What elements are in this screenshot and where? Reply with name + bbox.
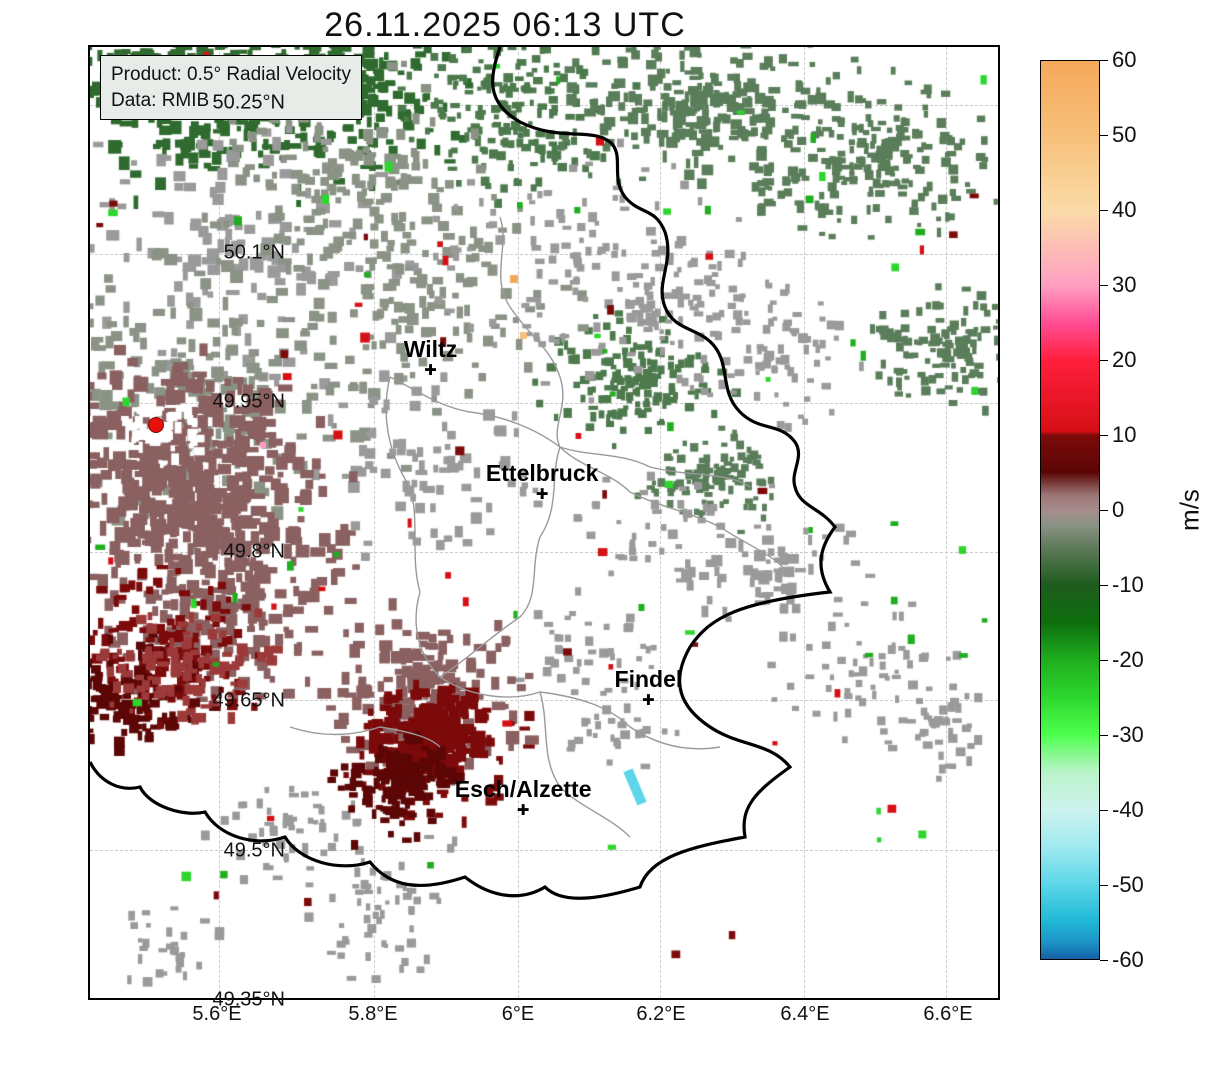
luxembourg-district-border [290, 727, 440, 747]
radar-map-app: 26.11.2025 06:13 UTC [0, 0, 1207, 1081]
city-cross-icon: ✚ [486, 487, 598, 502]
city-marker-wiltz[interactable]: Wiltz ✚ [404, 334, 457, 378]
city-label: Ettelbruck [486, 460, 598, 487]
colorbar-tick-label: 20 [1112, 347, 1136, 373]
y-tick-label: 49.8°N [190, 541, 285, 564]
colorbar-tick-label: -60 [1112, 947, 1144, 973]
colorbar-tick-label: -30 [1112, 722, 1144, 748]
colorbar-tick-label: 10 [1112, 422, 1136, 448]
luxembourg-district-border [440, 677, 720, 749]
city-cross-icon: ✚ [404, 363, 457, 378]
city-label: Findel [615, 666, 683, 693]
x-tick-label: 6.6°E [923, 1003, 972, 1026]
city-marker-findel[interactable]: Findel ✚ [615, 664, 683, 708]
gridline-vertical [946, 47, 947, 998]
colorbar-tick-label: 40 [1112, 197, 1136, 223]
colorbar-tick-label: 0 [1112, 497, 1124, 523]
product-info-line: Product: 0.5° Radial Velocity [111, 62, 351, 88]
colorbar-axis-label: m/s [1175, 489, 1206, 531]
luxembourg-national-border [90, 47, 835, 898]
city-marker-esch-alzette[interactable]: Esch/Alzette ✚ [455, 774, 592, 818]
luxembourg-district-border [500, 217, 563, 447]
colorbar-tick-label: 60 [1112, 47, 1136, 73]
gridline-vertical [374, 47, 375, 998]
colorbar-tick-label: -40 [1112, 797, 1144, 823]
x-tick-label: 6°E [502, 1003, 534, 1026]
colorbar-container: 60 50 40 30 20 10 0 -10 -20 -30 -40 -50 … [1040, 60, 1190, 960]
city-cross-icon: ✚ [455, 803, 592, 818]
luxembourg-district-border [390, 377, 750, 487]
y-tick-label: 50.25°N [190, 92, 285, 115]
city-marker-ettelbruck[interactable]: Ettelbruck ✚ [486, 458, 598, 502]
colorbar-tick-label: 50 [1112, 122, 1136, 148]
luxembourg-district-border [440, 447, 560, 677]
colorbar-tick-label: -10 [1112, 572, 1144, 598]
page-title: 26.11.2025 06:13 UTC [0, 6, 1010, 45]
colorbar-tick-label: 30 [1112, 272, 1136, 298]
gridline-vertical [804, 47, 805, 998]
city-label: Esch/Alzette [455, 776, 592, 803]
luxembourg-district-border [386, 377, 440, 677]
y-tick-label: 49.5°N [190, 840, 285, 863]
city-label: Wiltz [404, 336, 457, 363]
x-tick-label: 5.6°E [192, 1003, 241, 1026]
luxembourg-district-border [560, 447, 790, 577]
radar-station-marker[interactable] [148, 417, 164, 433]
y-tick-label: 49.95°N [190, 391, 285, 414]
colorbar-tick-label: -20 [1112, 647, 1144, 673]
y-tick-label: 49.65°N [190, 690, 285, 713]
colorbar-gradient [1040, 60, 1100, 960]
x-tick-label: 6.2°E [636, 1003, 685, 1026]
luxembourg-district-border [540, 692, 630, 837]
gridline-vertical [660, 47, 661, 998]
gridline-vertical [518, 47, 519, 998]
x-tick-label: 5.8°E [348, 1003, 397, 1026]
y-tick-label: 50.1°N [190, 242, 285, 265]
x-tick-label: 6.4°E [780, 1003, 829, 1026]
colorbar-tick-label: -50 [1112, 872, 1144, 898]
